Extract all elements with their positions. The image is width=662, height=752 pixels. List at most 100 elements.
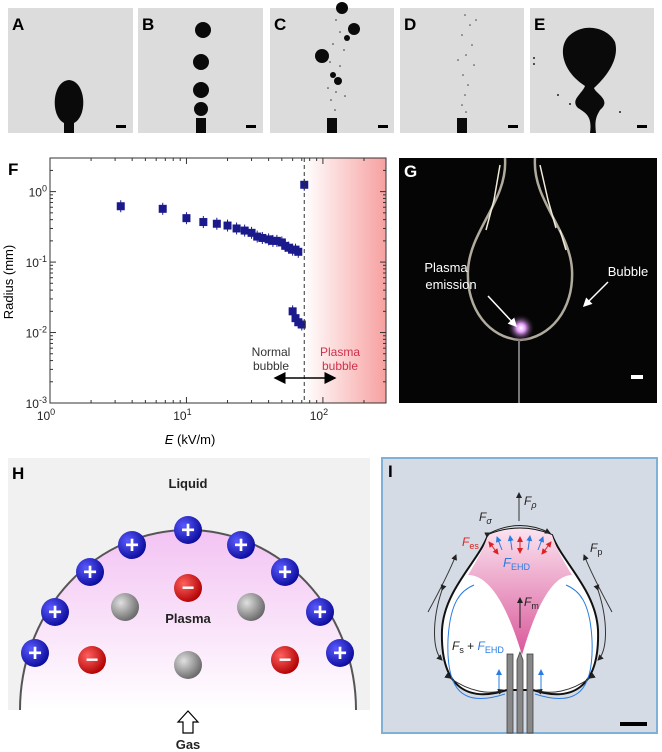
minus-icon: −	[279, 647, 292, 672]
scale-bar	[378, 125, 388, 128]
plasma-bubble-label-2: bubble	[322, 359, 358, 373]
marker	[294, 247, 303, 256]
liquid-label: Liquid	[169, 476, 208, 491]
ehd-arrows-top	[495, 535, 545, 551]
marker	[253, 232, 262, 241]
plus-icon: +	[181, 517, 195, 544]
negative-ion: −	[174, 574, 202, 602]
panel-h-diagram: H Liquid Plasma +++++++++−− − Gas	[8, 458, 370, 752]
discharge-filaments	[485, 164, 567, 251]
plasma-glow	[507, 314, 535, 342]
f-p-label: Fp	[590, 541, 602, 557]
plasma-bubble	[562, 27, 616, 133]
marker	[223, 221, 232, 230]
bubble	[344, 35, 350, 41]
nozzle	[327, 118, 337, 133]
neutral-particle	[174, 651, 202, 679]
data-point	[294, 245, 303, 258]
bubble-arrow	[582, 281, 609, 308]
data-point	[240, 224, 249, 237]
microbubble-plume	[457, 14, 477, 113]
panel-c: C	[270, 2, 394, 133]
f-s-plus-ehd-label: Fs + FEHD	[452, 639, 504, 655]
plus-icon: +	[313, 599, 327, 626]
ehd-flow-right	[534, 584, 593, 699]
data-point	[199, 216, 208, 229]
data-point	[212, 217, 221, 230]
y-tick-label: 10-3	[26, 395, 47, 411]
marker	[158, 204, 167, 213]
plasma-emission-label-1: Plasma	[424, 260, 468, 275]
f-ehd-label: FEHD	[503, 555, 530, 572]
data-point	[158, 202, 167, 215]
x-tick-label: 102	[310, 407, 328, 423]
plus-icon: +	[48, 599, 62, 626]
panel-f-chart: F 100 101 102 10-3 10-2 10-1 100 Normal bubble…	[1, 157, 387, 447]
y-tick-label: 100	[29, 184, 47, 200]
scale-bar	[631, 375, 643, 379]
marker	[284, 243, 293, 252]
data-point	[247, 226, 256, 239]
neutral-particle	[237, 593, 265, 621]
panel-label: A	[12, 15, 24, 34]
data-point	[253, 230, 262, 243]
negative-ion: −	[78, 646, 106, 674]
bubble-label: Bubble	[608, 264, 648, 279]
f-m-label: Fm	[524, 595, 539, 611]
plot-frame	[49, 157, 387, 404]
normal-bubble-label-2: bubble	[253, 359, 289, 373]
scale-bar	[620, 722, 647, 726]
liquid-flow-arrows	[427, 554, 613, 695]
plus-icon: +	[28, 640, 42, 667]
minus-icon: −	[182, 575, 195, 600]
data-point	[182, 212, 191, 225]
positive-ion: +	[227, 531, 255, 559]
positive-ion: +	[174, 516, 202, 544]
panel-label: I	[388, 462, 393, 481]
gas-label: Gas	[176, 737, 201, 752]
marker	[264, 235, 273, 244]
panel-label: C	[274, 15, 286, 34]
nozzle	[457, 118, 467, 133]
plasma-label: Plasma	[165, 611, 211, 626]
plus-icon: +	[125, 532, 139, 559]
plasma-cone	[468, 528, 572, 655]
marker	[297, 320, 306, 329]
bubble	[336, 2, 348, 14]
f-es-label: Fes	[462, 535, 479, 551]
data-point	[116, 200, 125, 213]
data-point	[264, 233, 273, 246]
bubble	[195, 22, 211, 38]
y-tick-label: 10-1	[26, 254, 47, 270]
photo-background	[270, 8, 394, 133]
y-axis-label: Radius (mm)	[1, 245, 16, 319]
data-point	[284, 241, 293, 254]
marker	[291, 314, 300, 323]
plus-icon: +	[333, 640, 347, 667]
panel-b: B	[138, 8, 263, 133]
minus-icon: −	[86, 647, 99, 672]
bubble	[334, 77, 342, 85]
photo-background	[399, 158, 657, 403]
panel-label: G	[404, 162, 417, 181]
marker	[300, 180, 309, 189]
scale-bar	[637, 125, 647, 128]
f-sigma-label: Fσ	[479, 510, 492, 526]
x-tick-label: 101	[173, 407, 191, 423]
bubble	[193, 82, 209, 98]
marker	[116, 202, 125, 211]
bubble	[193, 54, 209, 70]
microbubble-plume	[327, 19, 346, 111]
panel-d: D	[400, 8, 524, 133]
needle	[506, 650, 534, 734]
nozzle	[64, 118, 74, 133]
marker	[199, 218, 208, 227]
marker	[232, 224, 241, 233]
plus-icon: +	[234, 532, 248, 559]
plasma-bubble-region	[304, 158, 386, 403]
plus-icon: +	[278, 559, 292, 586]
marker	[258, 233, 267, 242]
surface-tension-arrow	[484, 525, 551, 538]
positive-ion: +	[21, 639, 49, 667]
